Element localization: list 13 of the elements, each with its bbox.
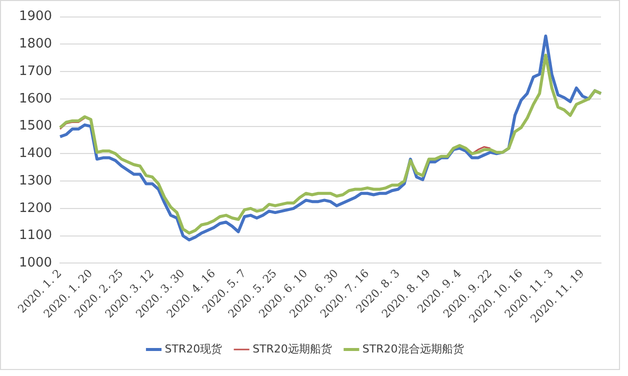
legend-label: STR20远期船货 (252, 342, 332, 356)
y-tick-label: 1500 (18, 118, 52, 134)
y-tick-label: 1800 (18, 36, 52, 52)
y-tick-label: 1600 (18, 91, 52, 106)
legend-label: STR20混合远期船货 (362, 342, 464, 356)
y-tick-label: 1700 (18, 64, 52, 79)
y-tick-label: 1300 (18, 173, 52, 188)
y-tick-label: 1900 (18, 9, 52, 24)
y-tick-label: 1000 (18, 256, 52, 271)
y-tick-label: 1200 (18, 200, 52, 216)
y-tick-label: 1400 (18, 146, 52, 162)
legend-label: STR20现货 (164, 342, 222, 356)
y-tick-label: 1100 (18, 228, 52, 244)
